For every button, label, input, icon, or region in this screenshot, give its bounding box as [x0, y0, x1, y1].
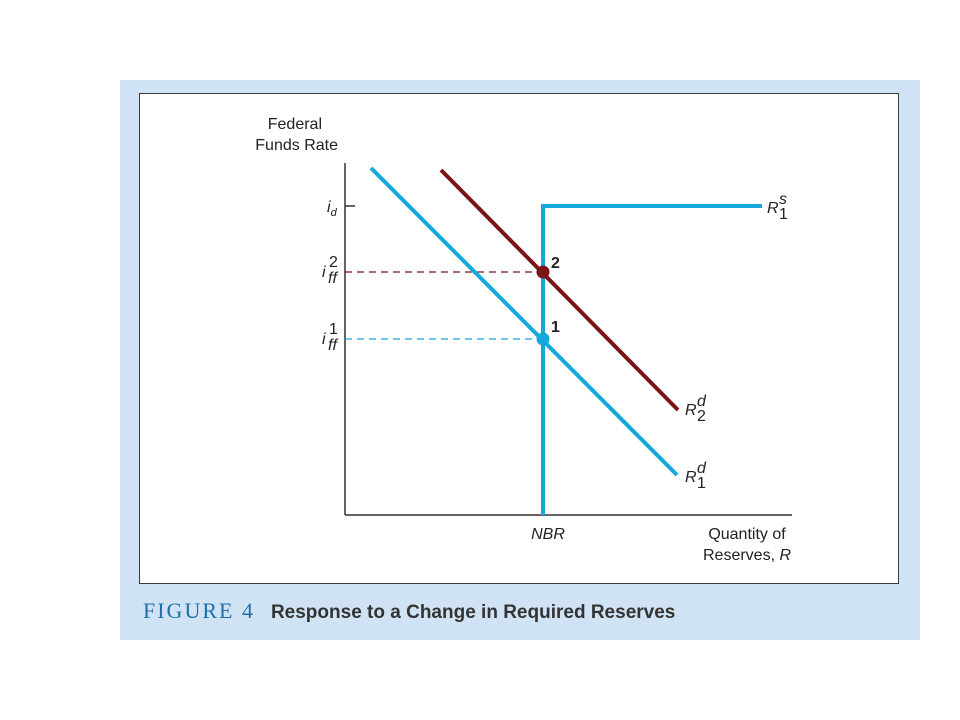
svg-text:d: d — [697, 460, 707, 477]
svg-text:s: s — [779, 191, 787, 208]
y-axis-label-line2: Funds Rate — [255, 137, 338, 154]
svg-text:ff: ff — [328, 337, 338, 354]
tick-label-nbr: NBR — [531, 526, 565, 543]
svg-text:ff: ff — [328, 270, 338, 287]
caption-title: Response to a Change in Required Reserve… — [270, 602, 676, 623]
svg-text:R: R — [685, 469, 697, 486]
demand-curve-r2d — [439, 168, 680, 412]
tick-label-iff2: i 2 ff — [322, 254, 338, 287]
equilibrium-point-2 — [536, 265, 550, 279]
svg-text:2: 2 — [697, 408, 706, 425]
svg-text:1: 1 — [697, 475, 706, 492]
curve-label-r2d: R d 2 — [685, 393, 707, 425]
demand-curve-r1d — [369, 166, 679, 477]
equilibrium-point-1 — [536, 332, 550, 346]
svg-text:i: i — [322, 264, 326, 281]
svg-text:2: 2 — [329, 254, 338, 271]
point-label-2: 2 — [551, 255, 560, 272]
svg-text:1: 1 — [329, 321, 338, 338]
point-label-1: 1 — [551, 319, 560, 336]
svg-text:i: i — [322, 331, 326, 348]
x-axis-label-line2: Reserves, R — [703, 547, 791, 564]
supply-curve-r1s — [541, 204, 762, 515]
curve-label-r1s: R s 1 — [767, 191, 788, 223]
y-axis-label-line1: Federal — [268, 116, 322, 133]
svg-text:R: R — [685, 402, 697, 419]
svg-text:R: R — [767, 200, 779, 217]
svg-text:1: 1 — [779, 206, 788, 223]
curve-label-r1d: R d 1 — [685, 460, 707, 492]
caption-figure-number: FIGURE 4 — [143, 598, 255, 623]
x-axis-label-line1: Quantity of — [708, 526, 786, 543]
figure-caption: FIGURE 4 Response to a Change in Require… — [143, 598, 675, 630]
tick-label-id: id — [327, 199, 338, 219]
tick-label-iff1: i 1 ff — [322, 321, 338, 354]
svg-text:d: d — [697, 393, 707, 410]
